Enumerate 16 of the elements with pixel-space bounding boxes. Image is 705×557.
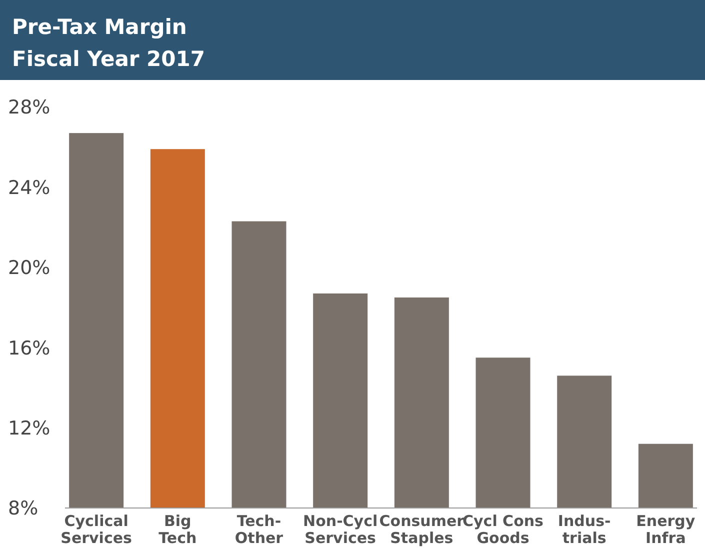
y-tick-label: 28% [8, 96, 50, 119]
x-tick-label: Cyclical Services [60, 512, 132, 547]
y-tick-label: 8% [8, 498, 38, 520]
x-tick-label: Indus- trials [558, 512, 611, 547]
y-tick-label: 24% [8, 176, 50, 199]
x-tick-label: Consumer Staples [379, 512, 465, 547]
y-tick-label: 16% [8, 337, 50, 360]
y-tick-label: 12% [8, 417, 50, 440]
x-tick-label: Energy Infra [636, 512, 696, 547]
x-tick-label: Big Tech [158, 512, 197, 547]
chart-title: Pre-Tax Margin [12, 15, 187, 39]
x-tick-label: Cycl Cons Goods [462, 512, 544, 547]
chart-subtitle: Fiscal Year 2017 [12, 47, 205, 71]
x-tick-label: Tech- Other [234, 512, 284, 547]
y-tick-label: 20% [8, 257, 50, 280]
x-tick-label: Non-Cycl Services [303, 512, 378, 547]
